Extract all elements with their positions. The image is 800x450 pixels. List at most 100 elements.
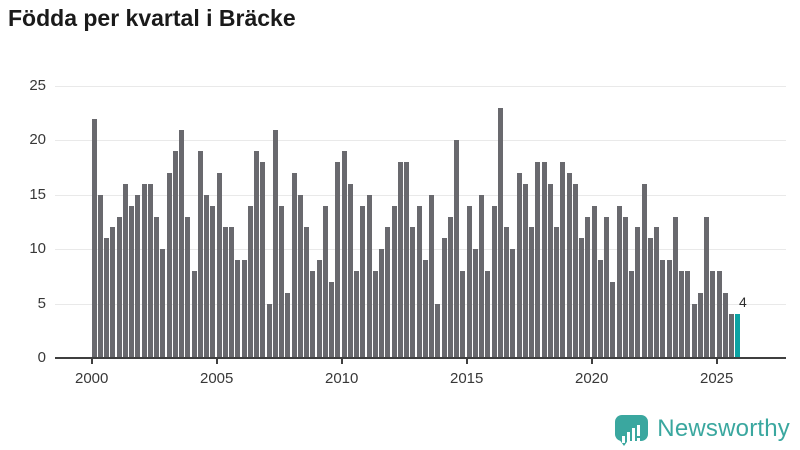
bar <box>666 260 672 358</box>
bar <box>210 205 216 358</box>
bar <box>660 260 666 358</box>
bar <box>197 151 203 358</box>
bar <box>172 151 178 358</box>
bar <box>497 107 503 358</box>
gridline <box>55 194 786 196</box>
bar <box>472 249 478 358</box>
logo-mini-bar <box>622 436 626 443</box>
bar <box>166 173 172 358</box>
bar <box>179 129 185 358</box>
bar <box>441 238 447 358</box>
bar <box>379 249 385 358</box>
x-tick-label: 2025 <box>700 370 734 387</box>
bar <box>247 205 253 358</box>
bar <box>272 129 278 358</box>
bar <box>654 227 660 358</box>
chart-title: Födda per kvartal i Bräcke <box>8 5 296 31</box>
y-tick-label: 10 <box>29 240 46 258</box>
bar <box>447 216 453 358</box>
bar <box>641 183 647 358</box>
bar <box>722 292 728 358</box>
bar <box>704 216 710 358</box>
bar <box>160 249 166 358</box>
logo-exclamation-bar <box>637 425 641 436</box>
bar <box>410 227 416 358</box>
logo-mini-bar <box>632 428 636 443</box>
bar <box>479 194 485 358</box>
gridline <box>55 86 786 87</box>
brand-name: Newsworthy <box>657 415 790 442</box>
bar <box>616 205 622 358</box>
bar <box>560 162 566 358</box>
x-tick-label: 2005 <box>200 370 234 387</box>
bar <box>460 270 466 358</box>
bar <box>697 292 703 358</box>
bar <box>429 194 435 358</box>
bar <box>229 227 235 358</box>
bar <box>147 183 153 358</box>
gridline <box>55 140 786 142</box>
bar <box>622 216 628 358</box>
bar <box>104 238 110 358</box>
x-tick-mark <box>90 359 93 364</box>
bar <box>572 183 578 358</box>
bar <box>241 260 247 358</box>
newsworthy-logo: Newsworthy <box>615 412 790 446</box>
bar <box>535 162 541 358</box>
bar <box>91 118 97 358</box>
bar <box>372 270 378 358</box>
bar <box>291 173 297 358</box>
bar <box>354 270 360 358</box>
x-tick-mark <box>215 359 218 364</box>
x-tick-mark <box>590 359 593 364</box>
bar <box>204 194 210 358</box>
newsworthy-logo-icon <box>615 415 649 446</box>
bar <box>191 270 197 358</box>
bar <box>604 216 610 358</box>
bar <box>260 162 266 358</box>
bar <box>391 205 397 358</box>
bar <box>285 292 291 358</box>
x-tick-mark <box>465 359 468 364</box>
y-tick-label: 15 <box>29 185 46 203</box>
bar <box>672 216 678 358</box>
bar <box>304 227 310 358</box>
bar <box>222 227 228 358</box>
last-bar-value-label: 4 <box>739 294 747 311</box>
y-tick-label: 0 <box>37 349 46 366</box>
bar <box>504 227 510 358</box>
bar <box>235 260 241 358</box>
bar <box>360 205 366 358</box>
bar <box>454 140 460 358</box>
bar <box>135 194 141 358</box>
bar <box>710 270 716 358</box>
bar <box>316 260 322 358</box>
bar <box>279 205 285 358</box>
bar <box>491 205 497 358</box>
bar <box>297 194 303 358</box>
bar <box>529 227 535 358</box>
bar <box>610 281 616 358</box>
y-tick-label: 5 <box>37 294 46 312</box>
y-tick-label: 25 <box>29 77 46 94</box>
bar <box>629 270 635 358</box>
bar <box>685 270 691 358</box>
bar <box>541 162 547 358</box>
bar-chart: 0 5 10 15 20 25 2000 2005 2010 2015 2020 2025 4 <box>29 77 786 387</box>
bar <box>385 227 391 358</box>
bar <box>647 238 653 358</box>
bar <box>129 205 135 358</box>
bar <box>435 303 441 358</box>
bar <box>597 260 603 358</box>
bar <box>416 205 422 358</box>
bar <box>322 205 328 358</box>
logo-exclamation-dot <box>637 438 641 441</box>
x-axis-line <box>55 357 786 359</box>
bar <box>485 270 491 358</box>
bar <box>154 216 160 358</box>
bar <box>347 183 353 358</box>
x-tick-label: 2015 <box>450 370 484 387</box>
bar <box>266 303 272 358</box>
logo-mini-bar <box>627 432 631 443</box>
bar <box>254 151 260 358</box>
